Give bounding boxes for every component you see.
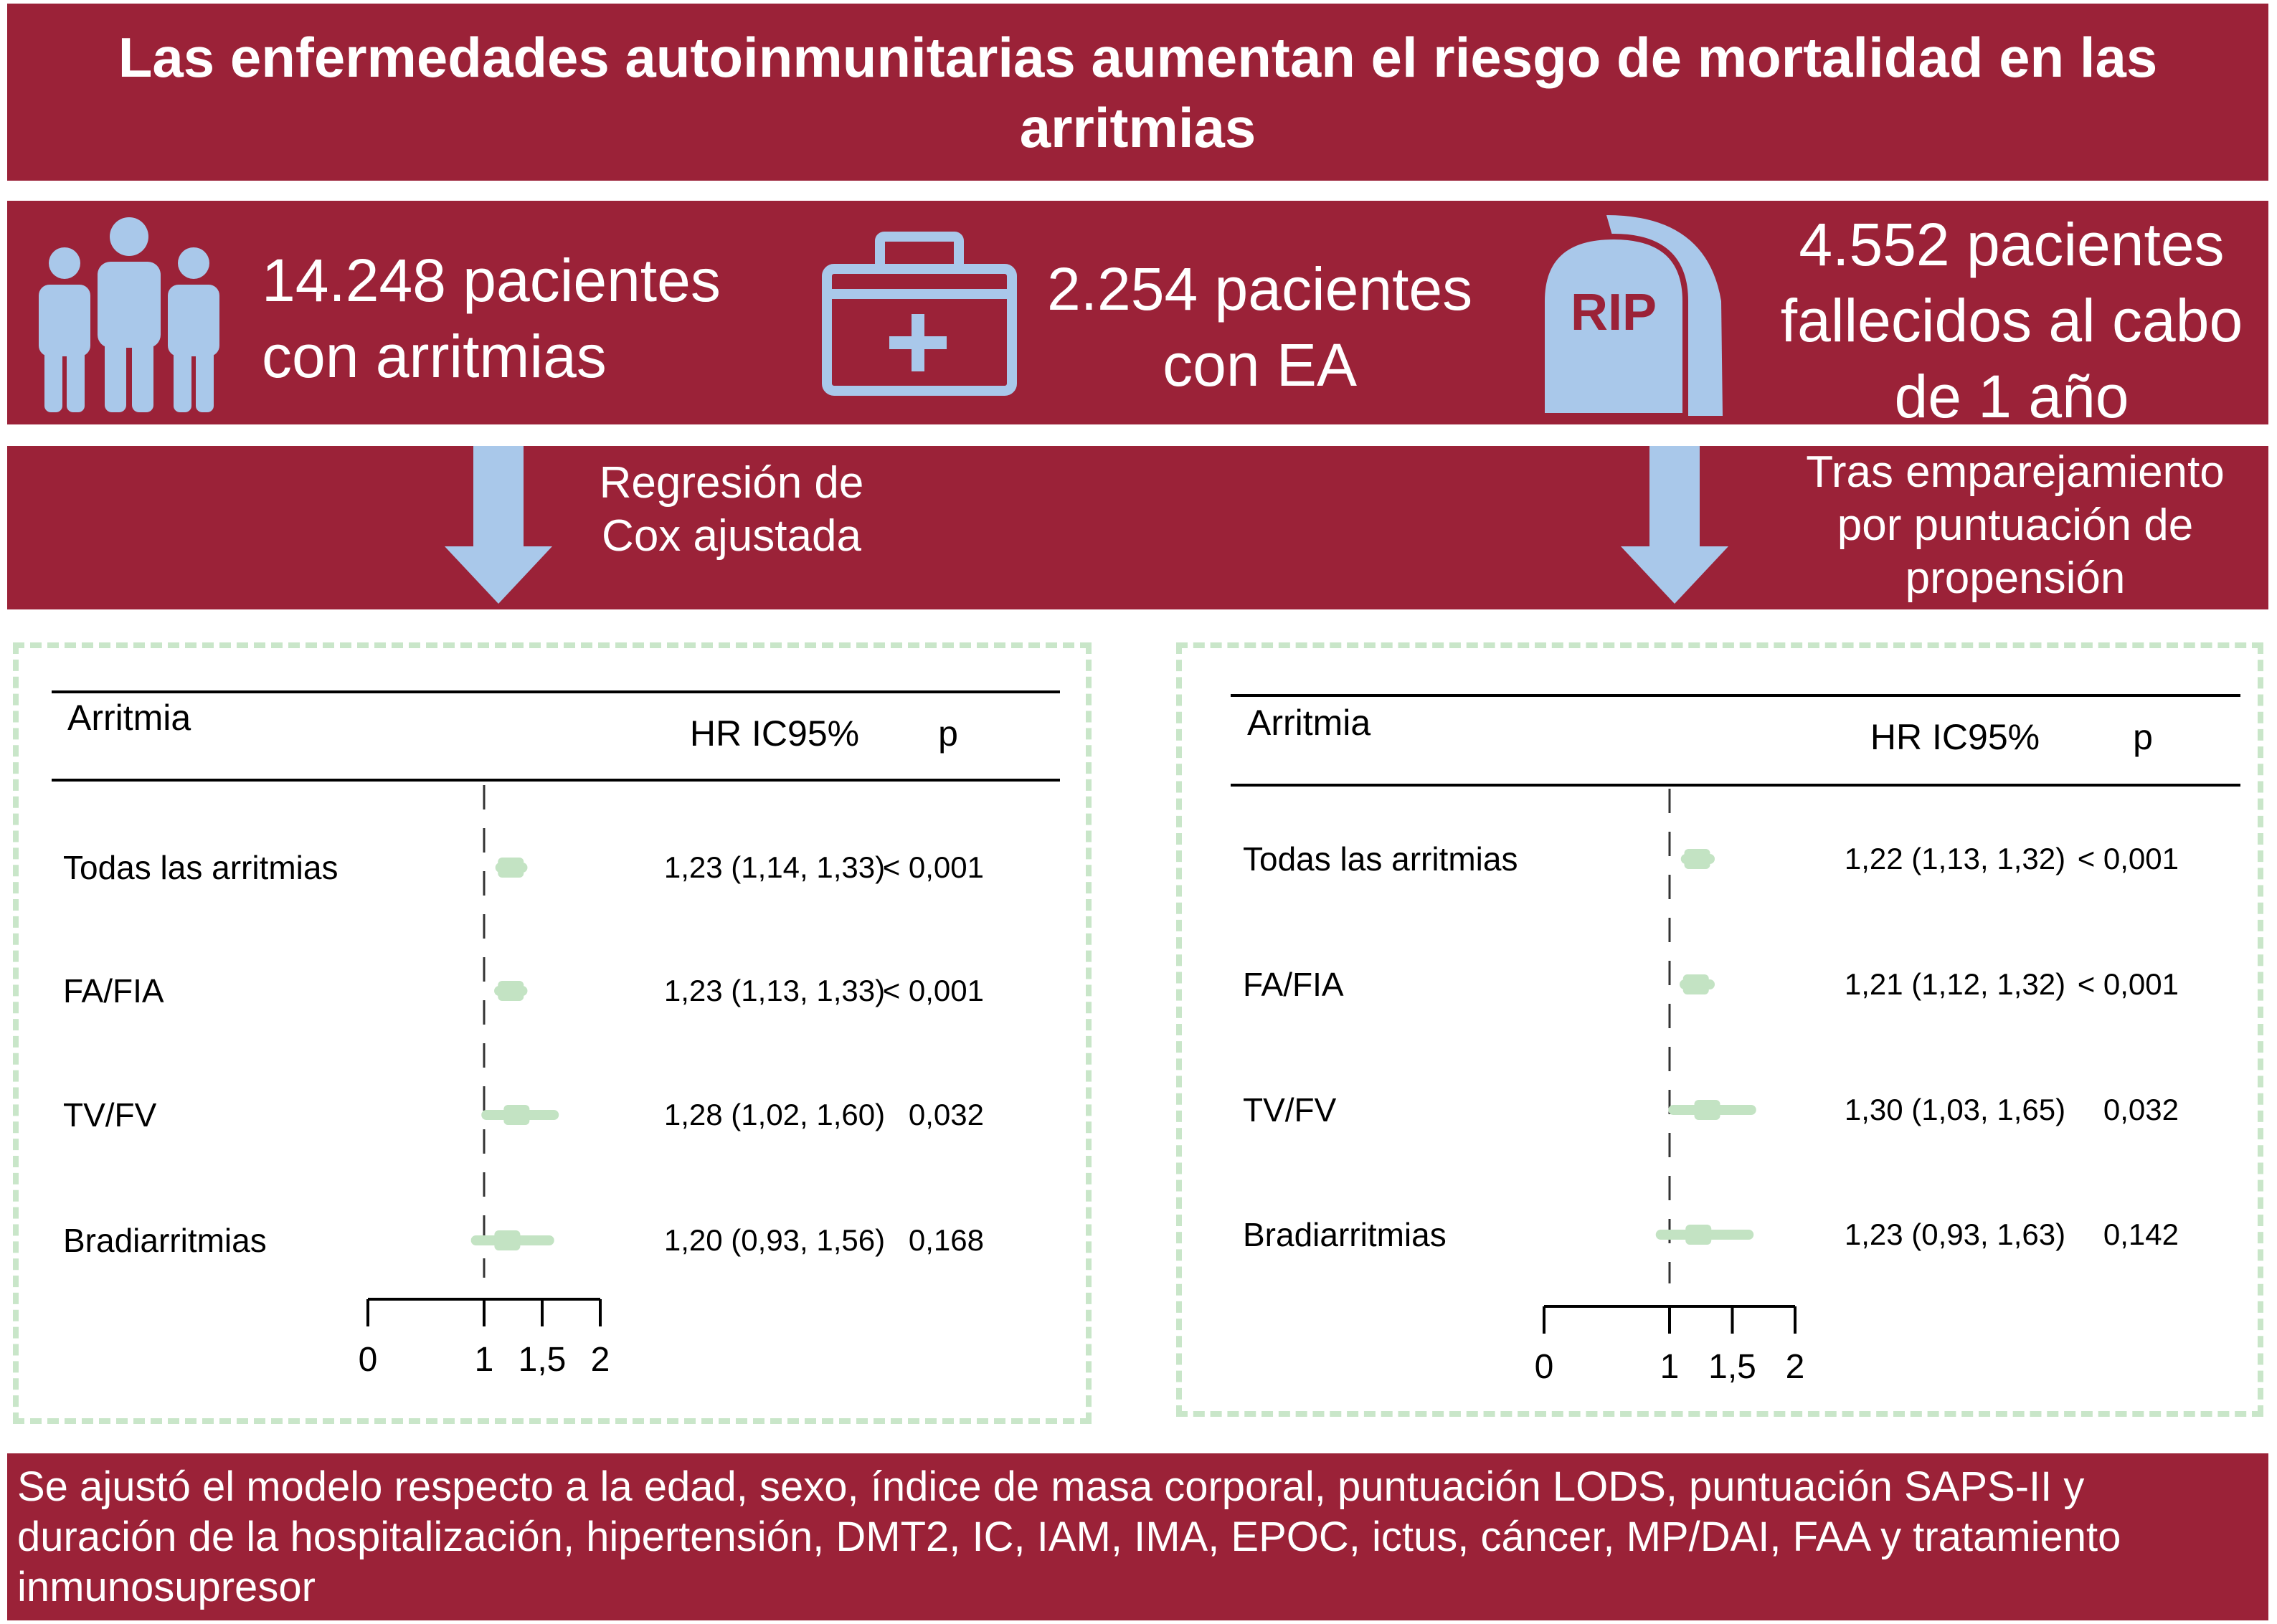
- p-value: < 0,001: [883, 850, 984, 884]
- row-label: Bradiarritmias: [1243, 1216, 1447, 1253]
- p-value: 0,032: [909, 1098, 984, 1131]
- row-label: TV/FV: [1243, 1091, 1337, 1129]
- stat-patients-ea: 2.254 pacientes con EA: [1047, 255, 1473, 399]
- method-banner: Regresión de Cox ajustada Tras emparejami…: [7, 446, 2268, 609]
- hr-point: [1694, 1100, 1720, 1120]
- p-value: 0,142: [2103, 1217, 2179, 1251]
- hr-ci-value: 1,21 (1,12, 1,32): [1845, 967, 2065, 1001]
- hr-ci-value: 1,22 (1,13, 1,32): [1845, 842, 2065, 875]
- column-header-hr: HR IC95%: [1870, 717, 2040, 757]
- method-left-label: Regresión de Cox ajustada: [599, 458, 864, 561]
- x-tick-label: 1,5: [519, 1341, 567, 1379]
- hr-point: [503, 1105, 530, 1125]
- hr-point: [1685, 1225, 1712, 1245]
- column-header-p: p: [2133, 717, 2153, 757]
- hr-point: [1684, 849, 1710, 869]
- p-value: 0,032: [2103, 1093, 2179, 1126]
- hr-ci-value: 1,23 (1,14, 1,33): [664, 850, 885, 884]
- forest-panel-left: [13, 642, 1092, 1424]
- x-tick-label: 2: [1786, 1348, 1805, 1386]
- arrow-down-icon: [445, 446, 552, 604]
- hr-point: [1682, 974, 1709, 994]
- footnote-text: Se ajustó el modelo respecto a la edad, …: [17, 1463, 2121, 1610]
- row-label: Bradiarritmias: [63, 1222, 267, 1259]
- row-label: FA/FIA: [1243, 966, 1344, 1003]
- hr-ci-value: 1,23 (1,13, 1,33): [664, 974, 885, 1007]
- hr-ci-value: 1,28 (1,02, 1,60): [664, 1098, 885, 1131]
- row-label: Todas las arritmias: [63, 849, 338, 886]
- arrow-down-icon: [1621, 446, 1728, 604]
- hr-point: [494, 1230, 521, 1250]
- hr-ci-value: 1,20 (0,93, 1,56): [664, 1223, 885, 1257]
- column-header-p: p: [938, 713, 958, 754]
- stat-patients-arrhythmia: 14.248 pacientes con arritmias: [262, 247, 721, 390]
- x-tick-label: 1: [1660, 1348, 1680, 1386]
- people-icon: [39, 217, 219, 412]
- forest-panel-right: [1176, 642, 2263, 1417]
- footnote-banner: Se ajustó el modelo respecto a la edad, …: [7, 1453, 2268, 1620]
- p-value: < 0,001: [2078, 967, 2179, 1001]
- hr-ci-value: 1,30 (1,03, 1,65): [1845, 1093, 2065, 1126]
- x-tick-label: 2: [591, 1341, 610, 1379]
- tombstone-text: RIP: [1571, 284, 1657, 341]
- row-label: FA/FIA: [63, 972, 164, 1010]
- title-banner: Las enfermedades autoinmunitarias aument…: [7, 4, 2268, 181]
- column-header-arrhythmia: Arritmia: [67, 698, 191, 738]
- x-tick-label: 0: [359, 1341, 378, 1379]
- medical-kit-icon: [822, 232, 1017, 396]
- p-value: < 0,001: [883, 974, 984, 1007]
- x-tick-label: 1: [475, 1341, 494, 1379]
- p-value: < 0,001: [2078, 842, 2179, 875]
- tombstone-icon: RIP: [1539, 215, 1723, 416]
- hr-ci-value: 1,23 (0,93, 1,63): [1845, 1217, 2065, 1251]
- column-header-hr: HR IC95%: [690, 713, 859, 754]
- hr-point: [498, 858, 524, 878]
- page-title: Las enfermedades autoinmunitarias aument…: [118, 25, 2158, 159]
- column-header-arrhythmia: Arritmia: [1247, 703, 1371, 743]
- x-tick-label: 1,5: [1708, 1348, 1756, 1386]
- method-right-label: Tras emparejamiento por puntuación de prop…: [1806, 447, 2225, 603]
- p-value: 0,168: [909, 1223, 984, 1257]
- x-tick-label: 0: [1535, 1348, 1554, 1386]
- row-label: TV/FV: [63, 1096, 157, 1134]
- stat-patients-deceased: 4.552 pacientes fallecidos al cabo de 1 añ…: [1780, 211, 2243, 430]
- row-label: Todas las arritmias: [1243, 840, 1518, 878]
- stats-banner: 14.248 pacientes con arritmias 2.254 paci…: [7, 201, 2268, 430]
- hr-point: [498, 981, 524, 1001]
